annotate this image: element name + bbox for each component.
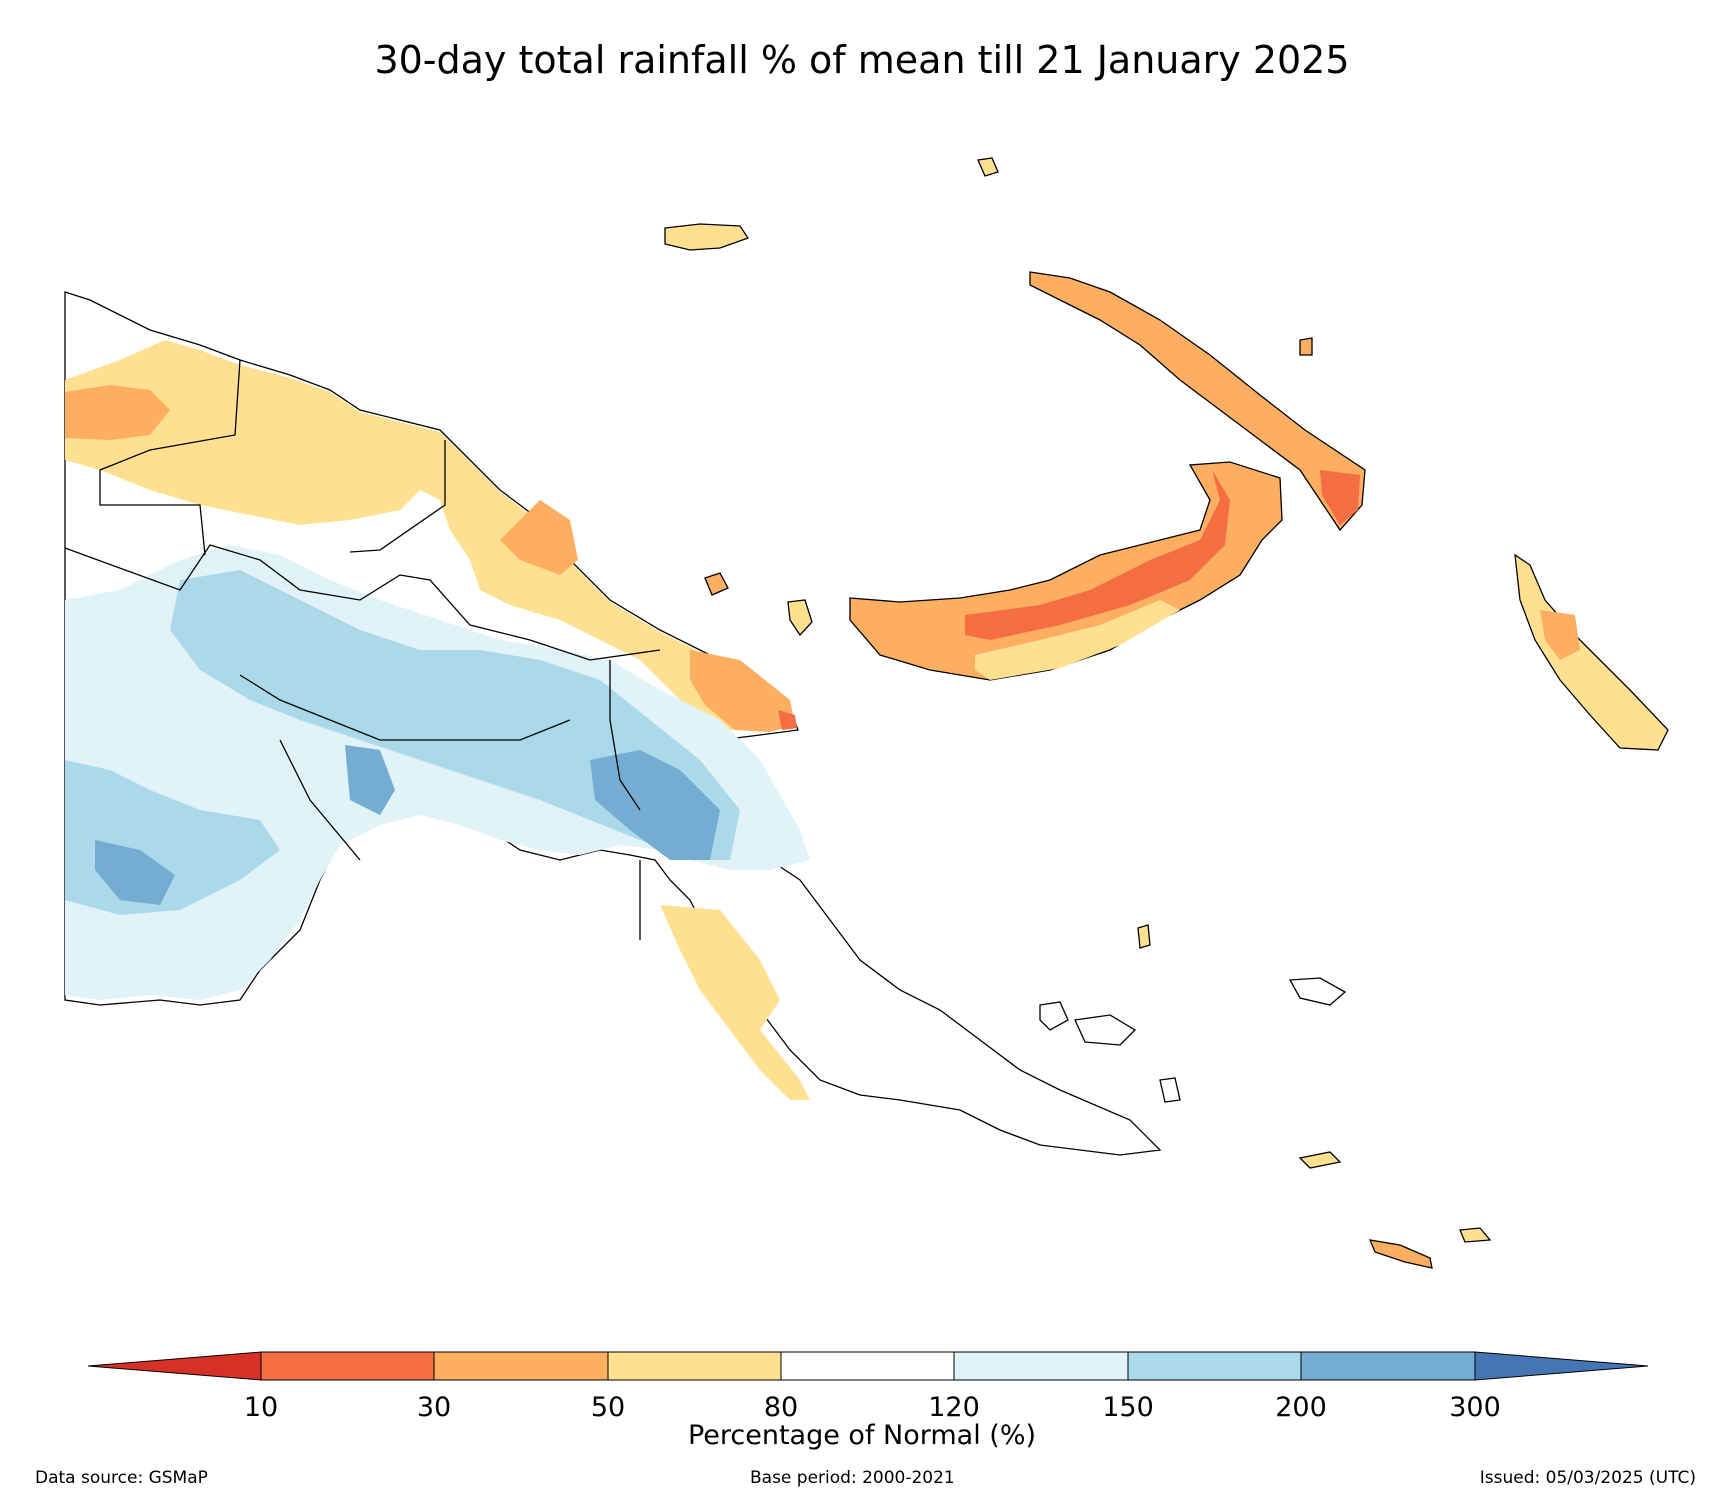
island-sudest: [1459, 1227, 1492, 1243]
zone-200-300-southwest: [95, 840, 175, 905]
zone-30-50-madang: [690, 650, 795, 732]
issued-date: Issued: 05/03/2025 (UTC): [1479, 1468, 1696, 1488]
bougainville: [1514, 553, 1669, 751]
colorbar-tick-300: 300: [1449, 1392, 1501, 1423]
colorbar-10-30: [260, 1351, 435, 1381]
colorbar-50-80: [607, 1351, 782, 1381]
zone-50-80-papuan: [660, 905, 810, 1100]
zone-200-300-fly: [345, 745, 395, 815]
zone-50-80-new-britain-south: [975, 600, 1180, 680]
colorbar-label: Percentage of Normal (%): [687, 1420, 1037, 1451]
zone-50-80-north: [65, 340, 780, 730]
island-rossel: [1368, 1239, 1433, 1269]
rainfall-map: [64, 157, 1669, 1269]
map-title: 30-day total rainfall % of mean till 21 …: [374, 38, 1350, 82]
island-lihir: [1299, 337, 1313, 356]
zone-10-30-new-ireland: [1320, 470, 1360, 525]
island-woodlark: [1288, 977, 1347, 1006]
colorbar-30-50: [433, 1351, 609, 1381]
colorbar-tick-80: 80: [763, 1392, 799, 1423]
colorbar-200-300: [1300, 1351, 1476, 1381]
colorbar-tick-150: 150: [1102, 1392, 1154, 1423]
zone-200-300-gulf: [590, 750, 720, 860]
island-misima: [1298, 1151, 1342, 1169]
island-long: [787, 599, 813, 637]
colorbar-tick-120: 120: [928, 1392, 980, 1423]
colorbar-tick-30: 30: [416, 1392, 452, 1423]
zone-30-50-sepik: [500, 500, 578, 575]
colorbar-tick-200: 200: [1275, 1392, 1327, 1423]
colorbar-120-150: [953, 1351, 1129, 1381]
new-britain: [849, 461, 1283, 681]
colorbar-tick-50: 50: [590, 1392, 626, 1423]
colorbar-lt10-triangle: [87, 1351, 262, 1381]
colorbar-80-120: [780, 1351, 955, 1381]
data-source: Data source: GSMaP: [35, 1468, 208, 1488]
province-borders: [64, 359, 661, 940]
zone-30-50-bougainville: [1540, 610, 1580, 660]
colorbar-tick-10: 10: [243, 1392, 279, 1423]
colorbar-gt300-triangle: [1474, 1351, 1649, 1381]
manus-island: [664, 223, 750, 251]
island-dentrecasteaux: [1039, 1001, 1181, 1103]
zone-10-30-new-britain: [965, 470, 1230, 640]
island-karkar: [704, 572, 729, 596]
island-mussau: [977, 157, 999, 177]
base-period: Base period: 2000-2021: [750, 1468, 955, 1488]
zone-30-50-northwest: [65, 385, 170, 440]
island-trobriand: [1137, 924, 1151, 949]
colorbar-150-200: [1127, 1351, 1302, 1381]
zone-10-30-madang-tip: [778, 710, 797, 730]
